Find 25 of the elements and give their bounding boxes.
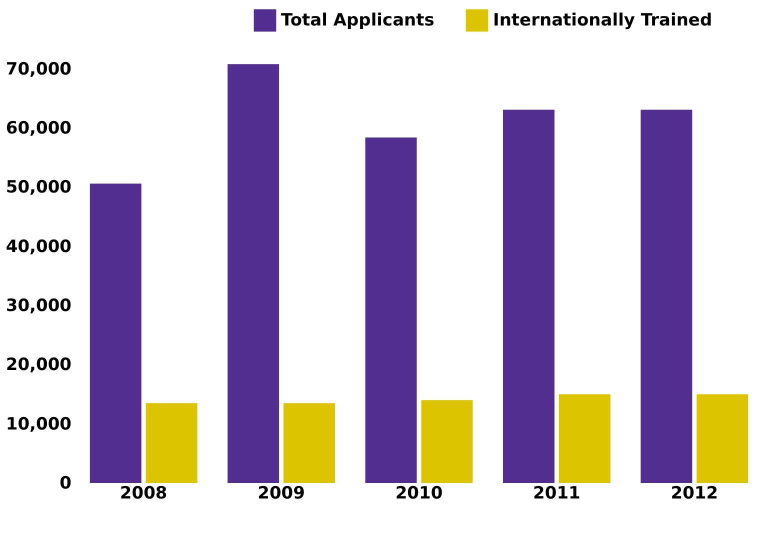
bar: [365, 138, 417, 483]
bar: [228, 64, 280, 483]
y-tick-label: 0: [60, 474, 72, 494]
x-tick-label: 2010: [395, 484, 443, 504]
bar: [146, 403, 198, 483]
y-tick-label: 40,000: [6, 236, 72, 257]
bar: [503, 110, 554, 483]
bar: [558, 394, 610, 483]
y-tick-label: 30,000: [6, 296, 72, 316]
legend-label: Internationally Trained: [493, 10, 712, 30]
bar: [640, 110, 692, 483]
y-tick-label: 60,000: [6, 118, 72, 139]
bar: [284, 403, 335, 483]
y-tick-label: 50,000: [6, 178, 72, 198]
bar: [421, 400, 473, 483]
bar: [90, 184, 142, 483]
x-tick-label: 2011: [533, 484, 580, 504]
y-tick-label: 20,000: [6, 355, 72, 376]
x-tick-label: 2009: [258, 484, 305, 504]
y-tick-label: 70,000: [6, 59, 72, 80]
bar: [696, 394, 748, 483]
x-tick-label: 2008: [120, 484, 168, 504]
y-tick-label: 10,000: [6, 414, 72, 434]
legend-label: Total Applicants: [281, 10, 434, 30]
x-tick-label: 2012: [670, 484, 718, 504]
